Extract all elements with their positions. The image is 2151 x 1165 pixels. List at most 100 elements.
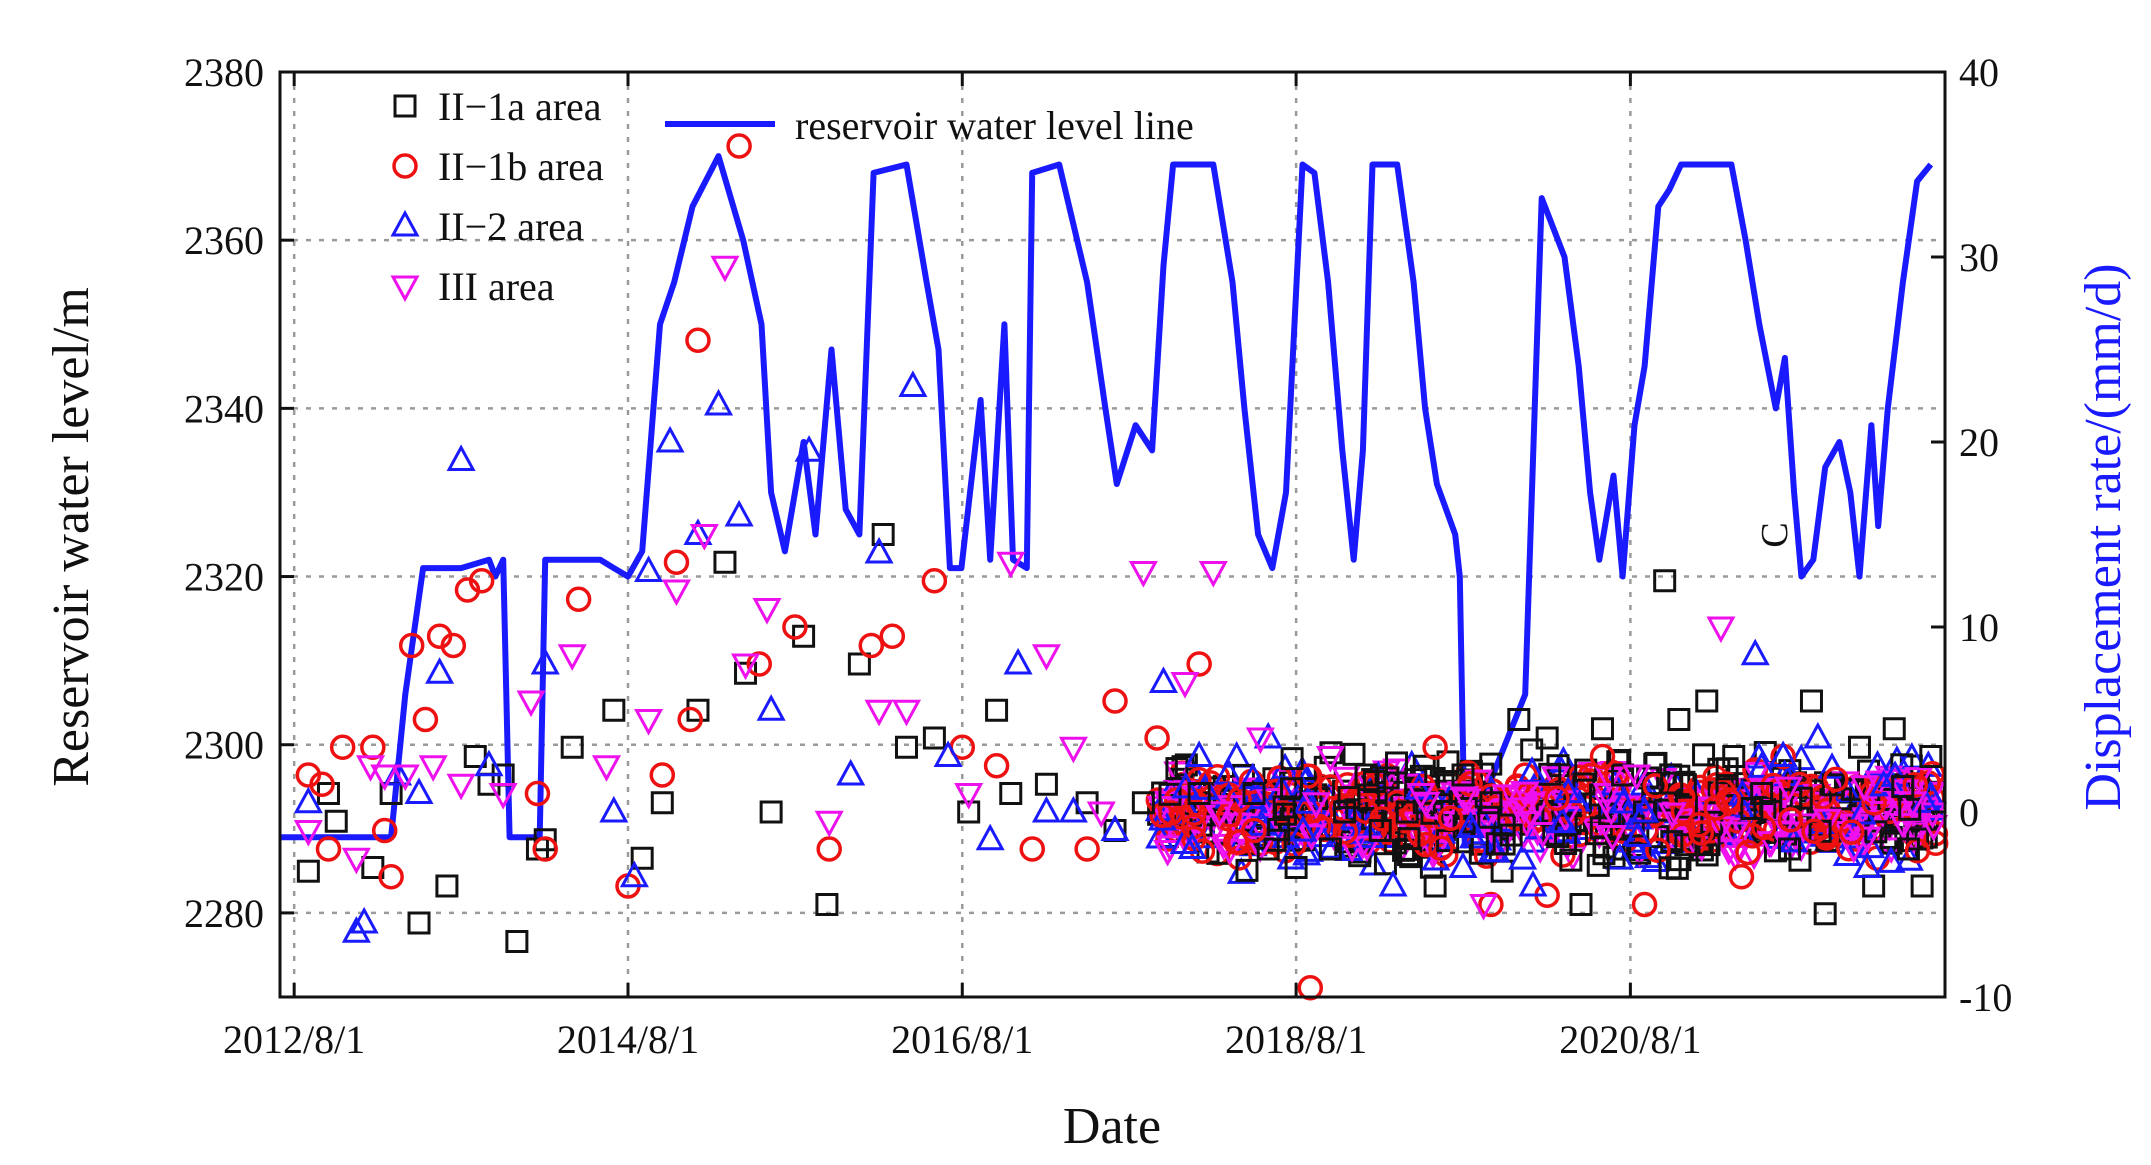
cluster-point [1528, 822, 1558, 849]
cluster-point [1598, 825, 1628, 852]
data-point [975, 823, 1005, 851]
cluster-point [1715, 774, 1739, 798]
data-point [446, 444, 476, 471]
legend-label: II−1a area [438, 84, 602, 129]
y-axis-right-label: Displacement rate/(mm/d) [2075, 263, 2132, 810]
cluster-point [1177, 832, 1207, 859]
cluster-point [1891, 775, 1915, 799]
data-point [360, 734, 386, 760]
data-point [1241, 817, 1267, 844]
y-axis-left-label: Reservoir water level/m [43, 287, 100, 787]
cluster-point [1334, 834, 1364, 861]
data-point [1315, 746, 1345, 773]
legend-marker [390, 209, 420, 237]
data-point [985, 698, 1009, 722]
data-point [815, 893, 839, 916]
data-point [516, 690, 546, 718]
data-point [1253, 721, 1283, 749]
data-point [1799, 689, 1823, 713]
cluster-point [1296, 824, 1326, 851]
data-point [557, 644, 587, 671]
data-point [1852, 851, 1882, 878]
data-point [1354, 763, 1378, 787]
data-point [356, 755, 386, 782]
cluster-point [1404, 772, 1434, 800]
y-right-tick-label: 40 [1959, 50, 1999, 95]
data-point [591, 755, 622, 782]
cluster-point [1715, 757, 1739, 781]
cluster-point [1512, 811, 1542, 838]
data-point [488, 783, 518, 810]
data-point [649, 762, 676, 788]
data-point [922, 726, 946, 750]
cluster-point [1777, 807, 1804, 833]
data-point [1019, 836, 1045, 862]
data-point [1058, 795, 1088, 823]
data-point [1074, 836, 1100, 862]
data-point [894, 735, 918, 759]
x-tick-label: 2018/8/1 [1225, 1017, 1367, 1062]
data-point [864, 699, 894, 727]
data-point [1422, 734, 1448, 760]
cluster-point [1295, 763, 1321, 789]
data-point [560, 735, 584, 759]
data-point [685, 327, 711, 353]
y-right-tick-label: 0 [1959, 790, 1979, 835]
series-2 [293, 370, 1882, 943]
cluster-point [1919, 814, 1949, 842]
data-point [315, 836, 342, 862]
cluster-point [1735, 839, 1761, 866]
data-point [847, 652, 871, 676]
cluster-point [1238, 762, 1268, 790]
data-point [1518, 869, 1548, 897]
cluster-point [1801, 818, 1827, 845]
data-point [440, 632, 467, 659]
cluster-point [1337, 786, 1361, 810]
plot-frame [278, 70, 1947, 999]
data-point [663, 549, 690, 575]
legend-marker [393, 94, 417, 118]
legend-label: III area [438, 264, 555, 309]
data-point [858, 632, 885, 659]
cluster-point [1864, 820, 1888, 844]
data-point [602, 698, 626, 722]
data-point [446, 773, 476, 801]
data-point [650, 791, 674, 815]
cluster-point [1849, 775, 1879, 802]
data-point [1128, 561, 1158, 588]
data-point [1086, 801, 1116, 829]
data-point [630, 846, 654, 870]
cluster-point [1657, 802, 1687, 830]
data-point [378, 864, 404, 890]
data-point [532, 836, 558, 862]
data-point [999, 782, 1023, 805]
data-point [954, 783, 984, 810]
scatter-layer [293, 133, 1949, 1001]
cluster-point [1337, 836, 1367, 863]
cluster-point [1509, 797, 1539, 824]
data-point [530, 647, 560, 675]
data-point [1695, 689, 1719, 713]
cluster-point [1832, 839, 1862, 867]
cluster-point [1658, 856, 1682, 880]
data-point [1245, 727, 1275, 755]
cluster-point [1719, 821, 1750, 849]
data-point [752, 598, 782, 625]
data-point [293, 820, 323, 847]
legend-marker [392, 153, 418, 179]
legend: II−1a area II−1b area II−2 area III area res… [390, 84, 1194, 309]
y-right-tick-label: 10 [1959, 605, 1999, 650]
data-point [390, 764, 420, 792]
data-point [1100, 814, 1130, 841]
data-point [407, 911, 431, 935]
data-point [1406, 783, 1436, 810]
cluster-point [1544, 785, 1570, 812]
data-point [341, 916, 371, 943]
data-point [1423, 874, 1447, 898]
cluster-point [1205, 801, 1235, 828]
data-point [1919, 745, 1943, 768]
cluster-point [1714, 839, 1744, 866]
data-point [814, 810, 844, 838]
cluster-point [1352, 835, 1382, 863]
data-point [524, 780, 551, 807]
